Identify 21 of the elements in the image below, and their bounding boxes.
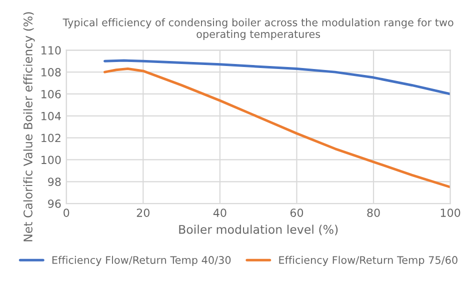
x-tick-label: 100 [440,208,460,218]
y-tick-label: 102 [42,134,60,142]
x-tick-label: 60 [290,208,304,218]
y-tick-label: 98 [48,178,61,186]
y-tick-label: 108 [42,68,61,76]
x-axis-title: Boiler modulation level (%) [179,224,338,236]
line-series [104,68,450,188]
legend-label: Efficiency Flow/Return Temp 75/60 [279,256,458,266]
y-tick-label: 104 [42,112,61,120]
y-tick-label: 106 [42,90,61,98]
x-tick-label: 20 [136,208,150,218]
y-tick-label: 96 [48,200,61,208]
x-tick-label: 0 [64,208,70,218]
y-tick-label: 100 [42,156,61,164]
x-tick-label: 40 [213,208,226,218]
chart-title: Typical efficiency of condensing boiler across the modulation range for two operating temperatures [62,18,454,40]
line-series [104,59,450,96]
y-axis-title: Net Calorific Value Boiler efficiency (%) [23,12,35,242]
legend-label: Efficiency Flow/Return Temp 40/30 [52,256,231,266]
x-tick-label: 80 [367,208,380,218]
y-tick-label: 110 [42,46,61,55]
